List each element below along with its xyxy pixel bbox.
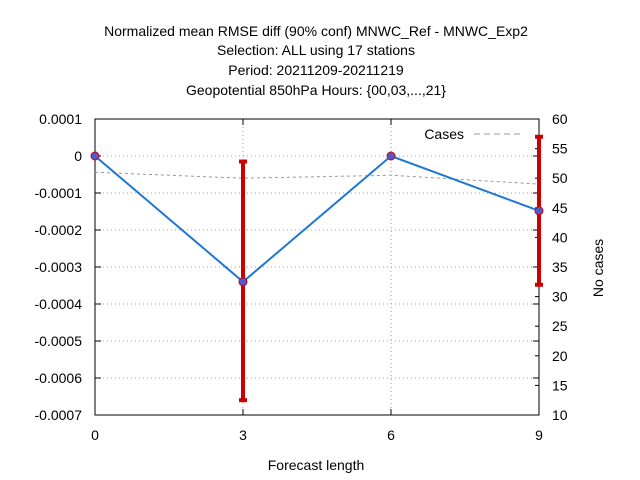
y-tick-label: 0.0001 — [39, 111, 82, 127]
y2-tick-label: 30 — [552, 289, 568, 305]
data-point — [90, 151, 100, 161]
y-tick-label: -0.0001 — [35, 185, 83, 201]
legend-label-cases: Cases — [424, 126, 464, 142]
y2-tick-label: 15 — [552, 377, 568, 393]
title-line-4: Geopotential 850hPa Hours: {00,03,...,21… — [186, 82, 446, 98]
y-tick-label: 0 — [74, 148, 82, 164]
series-line — [94, 154, 540, 284]
y2-tick-label: 60 — [552, 111, 568, 127]
x-tick-label: 3 — [239, 427, 247, 443]
data-point — [534, 206, 544, 216]
y2-axis: 60 55 50 45 40 35 30 25 20 15 10 — [535, 111, 568, 423]
y-tick-label: -0.0003 — [35, 259, 83, 275]
y2-tick-label: 40 — [552, 229, 568, 245]
y2-tick-label: 50 — [552, 170, 568, 186]
y-tick-label: -0.0005 — [35, 333, 83, 349]
title-line-2: Selection: ALL using 17 stations — [217, 42, 415, 58]
chart-title: Normalized mean RMSE diff (90% conf) MNW… — [104, 23, 528, 98]
y2-tick-label: 10 — [552, 407, 568, 423]
x-tick-label: 0 — [91, 427, 99, 443]
cases-line — [94, 171, 540, 185]
y-tick-label: -0.0002 — [35, 222, 83, 238]
y2-tick-label: 55 — [552, 141, 568, 157]
title-line-1: Normalized mean RMSE diff (90% conf) MNW… — [104, 23, 528, 39]
data-point — [386, 151, 396, 161]
x-axis-label: Forecast length — [268, 457, 365, 473]
title-line-3: Period: 20211209-20211219 — [228, 62, 404, 78]
series-layer — [90, 134, 544, 403]
x-axis: 0 3 6 9 — [91, 119, 543, 443]
y-axis: 0.0001 0 -0.0001 -0.0002 -0.0003 -0.0004 -0.00… — [35, 111, 539, 423]
data-point — [238, 277, 248, 287]
x-tick-label: 9 — [535, 427, 543, 443]
y2-tick-label: 20 — [552, 348, 568, 364]
y-tick-label: -0.0006 — [35, 370, 83, 386]
y2-tick-label: 35 — [552, 259, 568, 275]
plot-border — [94, 118, 540, 416]
y2-tick-label: 45 — [552, 200, 568, 216]
legend: Cases — [424, 126, 522, 142]
y-tick-label: -0.0007 — [35, 407, 83, 423]
plot-frame — [94, 118, 540, 416]
y-tick-label: -0.0004 — [35, 296, 83, 312]
x-tick-label: 6 — [387, 427, 395, 443]
y2-tick-label: 25 — [552, 318, 568, 334]
y2-axis-label: No cases — [590, 239, 606, 297]
grid — [95, 119, 539, 415]
